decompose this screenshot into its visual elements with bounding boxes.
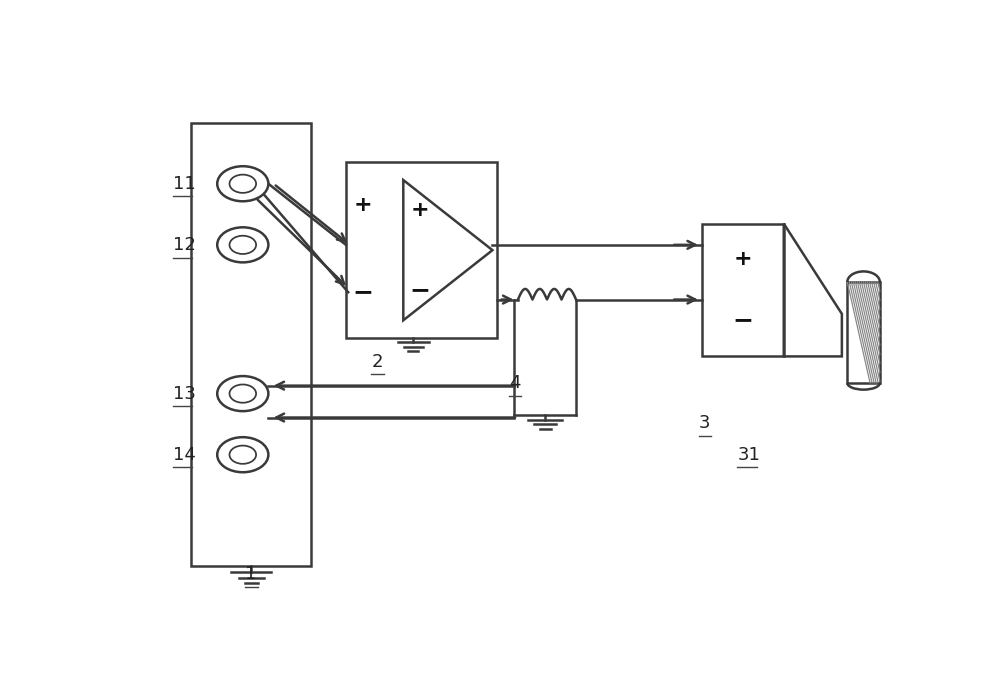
Circle shape <box>230 236 256 254</box>
Bar <box>191 123 311 566</box>
Text: 31: 31 <box>737 446 760 464</box>
Text: 14: 14 <box>173 446 196 464</box>
Text: 12: 12 <box>173 236 196 254</box>
Circle shape <box>217 166 268 201</box>
Text: 2: 2 <box>371 353 383 371</box>
Bar <box>346 162 497 338</box>
Text: 3: 3 <box>698 414 710 432</box>
Text: 13: 13 <box>173 384 196 402</box>
Text: +: + <box>411 200 430 220</box>
Circle shape <box>230 446 256 464</box>
Text: −: − <box>410 279 431 302</box>
Text: 1: 1 <box>245 565 256 583</box>
Circle shape <box>217 376 268 411</box>
Text: 11: 11 <box>173 175 196 193</box>
Text: +: + <box>734 250 752 270</box>
Text: −: − <box>733 308 754 333</box>
Text: −: − <box>352 280 373 304</box>
Circle shape <box>230 384 256 403</box>
Bar <box>847 282 880 383</box>
Circle shape <box>217 437 268 472</box>
Bar <box>702 224 784 357</box>
Text: +: + <box>354 195 372 215</box>
Text: 4: 4 <box>509 374 520 392</box>
Circle shape <box>230 175 256 193</box>
Circle shape <box>217 227 268 262</box>
